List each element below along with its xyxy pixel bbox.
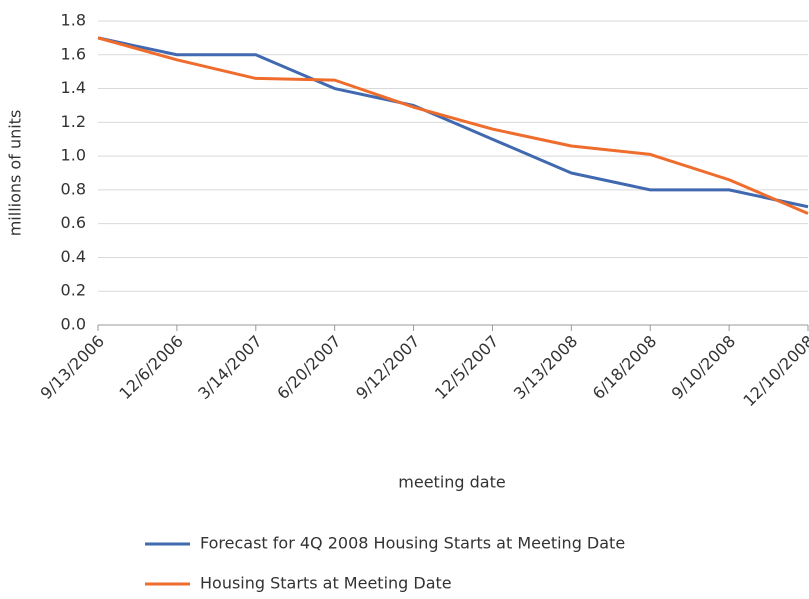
y-tick-label: 1.8 <box>61 11 86 30</box>
x-tick-label: 12/6/2006 <box>115 332 186 403</box>
x-tick-label: 3/14/2007 <box>194 332 265 403</box>
x-tick-label: 3/13/2008 <box>510 332 581 403</box>
y-tick-label: 1.2 <box>61 112 86 131</box>
x-tick-label: 6/18/2008 <box>589 332 660 403</box>
x-tick-label: 9/13/2006 <box>37 332 108 403</box>
y-tick-label: 0.0 <box>61 315 86 334</box>
legend-label: Housing Starts at Meeting Date <box>200 574 452 593</box>
y-tick-label: 0.6 <box>61 213 86 232</box>
y-tick-label: 0.4 <box>61 247 86 266</box>
series-line <box>97 36 809 215</box>
x-tick-label: 6/20/2007 <box>273 332 344 403</box>
y-axis-title: millions of units <box>6 110 25 237</box>
series-line <box>97 36 809 209</box>
x-tick-label: 9/12/2007 <box>352 332 423 403</box>
x-tick-label: 12/10/2008 <box>739 332 809 411</box>
legend-label: Forecast for 4Q 2008 Housing Starts at M… <box>200 534 625 553</box>
x-tick-label: 9/10/2008 <box>668 332 739 403</box>
y-tick-label: 1.0 <box>61 146 86 165</box>
y-tick-label: 1.4 <box>61 78 86 97</box>
y-tick-label: 1.6 <box>61 44 86 63</box>
x-axis-title: meeting date <box>398 473 505 492</box>
y-tick-label: 0.2 <box>61 281 86 300</box>
y-tick-label: 0.8 <box>61 179 86 198</box>
x-tick-label: 12/5/2007 <box>431 332 502 403</box>
